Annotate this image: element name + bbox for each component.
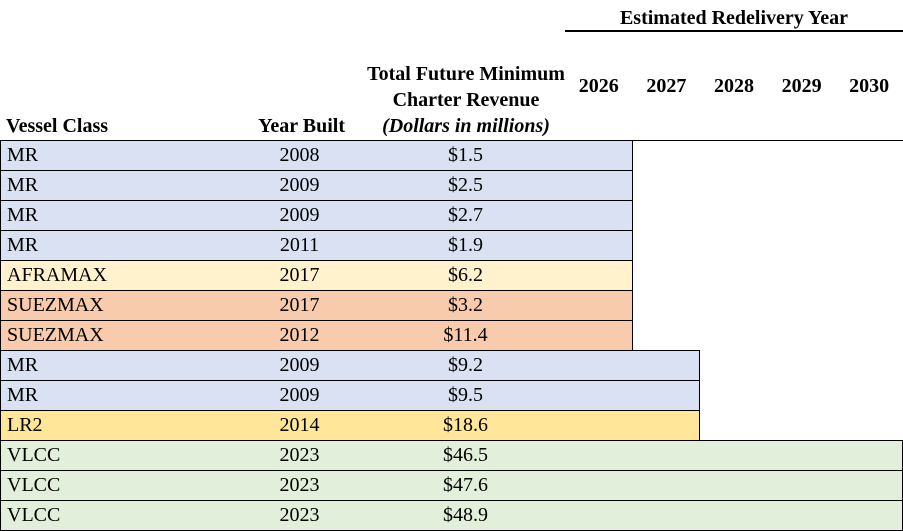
table-row: SUEZMAX 2012 $11.4 xyxy=(0,319,633,351)
revenue-cell: $46.5 xyxy=(443,443,488,466)
year-built-cell: 2011 xyxy=(279,233,320,256)
vessel-class-cell: SUEZMAX xyxy=(7,293,104,316)
year-built-cell: 2009 xyxy=(279,173,320,196)
vessel-class-cell: MR xyxy=(7,233,39,256)
revenue-cell: $2.7 xyxy=(448,203,483,226)
year-built-cell: 2023 xyxy=(279,473,320,496)
year-built-cell: 2009 xyxy=(279,203,320,226)
year-built-cell: 2009 xyxy=(279,383,320,406)
revenue-cell: $18.6 xyxy=(443,413,488,436)
vessel-class-cell: MR xyxy=(7,203,39,226)
vessel-class-cell: VLCC xyxy=(7,503,61,526)
revenue-cell: $1.5 xyxy=(448,143,483,166)
year-built-cell: 2023 xyxy=(279,443,320,466)
table-row: MR 2009 $2.5 xyxy=(0,169,633,201)
estimated-redelivery-year-title: Estimated Redelivery Year xyxy=(619,7,849,29)
vessel-class-cell: AFRAMAX xyxy=(7,263,108,286)
year-built-cell: 2009 xyxy=(279,353,320,376)
year-built-cell: 2012 xyxy=(279,323,320,346)
revenue-cell: $47.6 xyxy=(443,473,488,496)
vessel-class-cell: MR xyxy=(7,143,39,166)
year-label-2026: 2026 xyxy=(578,75,619,97)
revenue-cell: $9.2 xyxy=(448,353,483,376)
table-row: MR 2009 $9.2 xyxy=(0,349,701,381)
title-underline xyxy=(565,30,903,32)
table-row: VLCC 2023 $46.5 xyxy=(0,439,903,471)
year-label-2029: 2029 xyxy=(781,75,822,97)
vessel-class-cell: SUEZMAX xyxy=(7,323,104,346)
year-built-cell: 2014 xyxy=(279,413,320,436)
vessel-class-cell: MR xyxy=(7,173,39,196)
year-built-cell: 2008 xyxy=(279,143,320,166)
table-row: MR 2011 $1.9 xyxy=(0,229,633,261)
revenue-cell: $6.2 xyxy=(448,263,483,286)
revenue-cell: $2.5 xyxy=(448,173,483,196)
table-row: MR 2009 $9.5 xyxy=(0,379,701,411)
revenue-header-line2: Charter Revenue xyxy=(392,89,540,111)
revenue-header-line3: (Dollars in millions) xyxy=(382,115,550,137)
revenue-cell: $48.9 xyxy=(443,503,488,526)
revenue-cell: $11.4 xyxy=(443,323,488,346)
vessel-class-cell: VLCC xyxy=(7,443,61,466)
vessel-class-cell: VLCC xyxy=(7,473,61,496)
vessel-class-cell: MR xyxy=(7,383,39,406)
year-built-cell: 2017 xyxy=(279,263,320,286)
vessel-class-cell: MR xyxy=(7,353,39,376)
table-row: VLCC 2023 $48.9 xyxy=(0,499,903,531)
table-row: MR 2009 $2.7 xyxy=(0,199,633,231)
year-built-column-header: Year Built xyxy=(258,115,345,137)
year-built-cell: 2017 xyxy=(279,293,320,316)
revenue-cell: $9.5 xyxy=(448,383,483,406)
table-row: VLCC 2023 $47.6 xyxy=(0,469,903,501)
revenue-column-header: Total Future Minimum Charter Revenue (Do… xyxy=(360,61,572,139)
table-row: SUEZMAX 2017 $3.2 xyxy=(0,289,633,321)
year-built-cell: 2023 xyxy=(279,503,320,526)
table-row: LR2 2014 $18.6 xyxy=(0,409,701,441)
table-row: MR 2008 $1.5 xyxy=(0,139,633,171)
vessel-class-cell: LR2 xyxy=(7,413,43,436)
year-label-2028: 2028 xyxy=(713,75,754,97)
vessel-class-column-header: Vessel Class xyxy=(6,115,109,137)
revenue-cell: $3.2 xyxy=(448,293,483,316)
table-row: AFRAMAX 2017 $6.2 xyxy=(0,259,633,291)
revenue-cell: $1.9 xyxy=(448,233,483,256)
revenue-header-line1: Total Future Minimum xyxy=(367,63,565,85)
year-label-2027: 2027 xyxy=(646,75,687,97)
year-label-2030: 2030 xyxy=(849,75,890,97)
redelivery-year-axis: 2026 2027 2028 2029 2030 xyxy=(565,74,903,98)
